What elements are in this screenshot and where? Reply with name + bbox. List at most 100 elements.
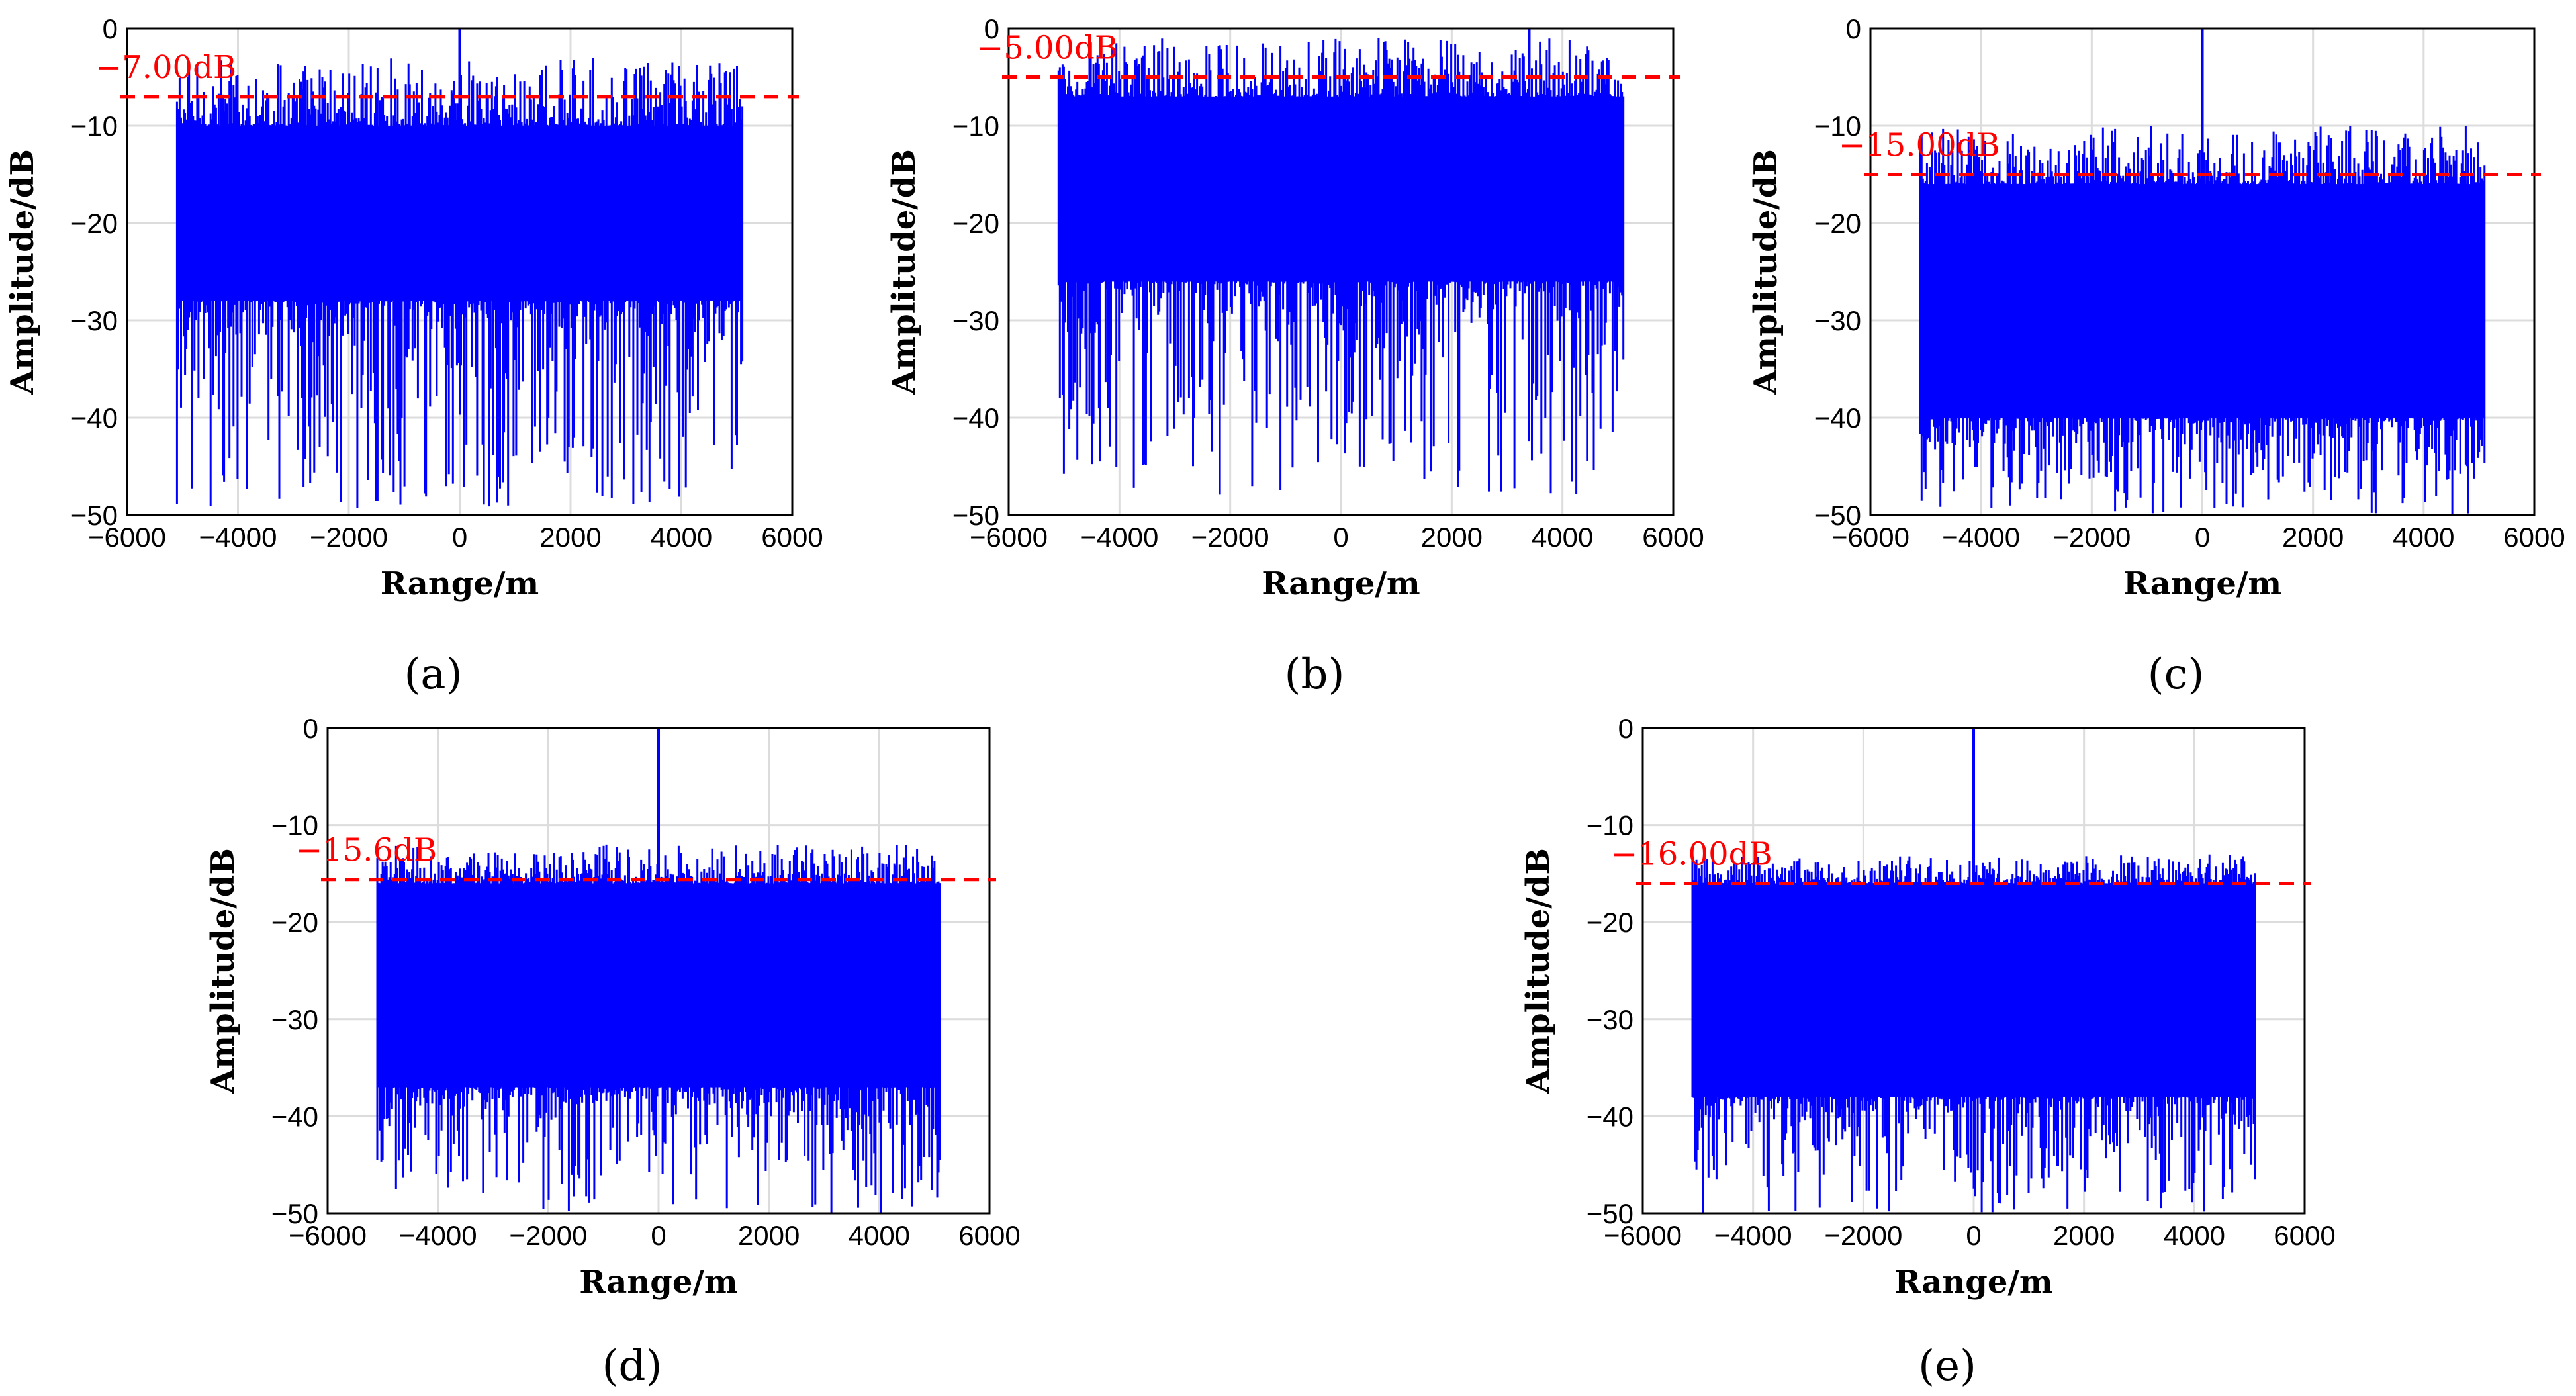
panel-caption: (b) <box>1285 650 1345 699</box>
threshold-label: −5.00dB <box>977 30 1118 67</box>
x-tick-label: 4000 <box>849 1220 910 1251</box>
x-tick-label: 0 <box>1333 522 1348 553</box>
y-axis-label: Amplitude/dB <box>886 149 923 395</box>
x-tick-label: 4000 <box>651 522 712 553</box>
y-tick-label: −20 <box>1587 907 1633 938</box>
y-tick-label: −40 <box>1814 402 1861 434</box>
x-tick-label: −2000 <box>509 1220 587 1251</box>
y-tick-label: −40 <box>1587 1101 1633 1132</box>
y-tick-label: −20 <box>71 208 118 239</box>
y-tick-label: −10 <box>952 111 999 142</box>
x-axis-label: Range/m <box>2123 565 2281 602</box>
x-tick-label: −6000 <box>1831 522 1909 553</box>
x-tick-label: 6000 <box>761 522 823 553</box>
chart-panel-d: −6000 −4000 −2000 0 2000 4000 6000 0 −10 −20 −30 −4… <box>205 713 1021 1391</box>
x-tick-label: 6000 <box>958 1220 1020 1251</box>
x-axis-label: Range/m <box>1262 565 1420 602</box>
y-tick-label: −50 <box>952 500 999 531</box>
y-tick-label: −40 <box>271 1101 318 1132</box>
y-tick-label: −20 <box>271 907 318 938</box>
axes-box <box>126 27 794 516</box>
x-tick-label: 2000 <box>2282 522 2344 553</box>
x-tick-label: −4000 <box>1080 522 1158 553</box>
y-tick-label: −50 <box>1587 1198 1633 1229</box>
x-tick-label: 2000 <box>738 1220 800 1251</box>
x-tick-label: −6000 <box>970 522 1048 553</box>
signal-trace <box>175 58 744 508</box>
y-tick-label: −30 <box>71 305 118 336</box>
y-tick-label: 0 <box>1618 713 1633 744</box>
x-tick-label: 0 <box>452 522 467 553</box>
x-tick-label: −4000 <box>199 522 277 553</box>
x-tick-label: −6000 <box>1604 1220 1682 1251</box>
chart-panel-c: −6000 −4000 −2000 0 2000 4000 6000 0 −10 −20 −30 −4… <box>1747 13 2565 699</box>
x-tick-label: 4000 <box>2393 522 2454 553</box>
axes-box <box>1007 27 1675 516</box>
y-tick-label: 0 <box>984 13 999 44</box>
x-tick-label: 6000 <box>2503 522 2565 553</box>
x-tick-label: −6000 <box>88 522 166 553</box>
y-tick-label: −30 <box>1814 305 1861 336</box>
y-tick-label: −10 <box>1587 810 1633 841</box>
x-tick-label: 0 <box>651 1220 666 1251</box>
y-tick-label: −50 <box>271 1198 318 1229</box>
x-tick-label: −2000 <box>2052 522 2131 553</box>
y-tick-label: −10 <box>271 810 318 841</box>
chart-panel-b: −6000 −4000 −2000 0 2000 4000 6000 0 −10 −20 −30 −4… <box>886 13 1704 699</box>
x-tick-label: 2000 <box>1421 522 1483 553</box>
x-tick-label: −2000 <box>310 522 388 553</box>
y-tick-label: −50 <box>1814 500 1861 531</box>
threshold-label: −16.00dB <box>1611 836 1772 873</box>
x-axis-label: Range/m <box>1894 1264 2052 1301</box>
x-axis-label: Range/m <box>579 1264 737 1301</box>
y-axis-label: Amplitude/dB <box>1747 149 1784 395</box>
threshold-label: −15.00dB <box>1839 127 2000 164</box>
panel-caption: (c) <box>2148 650 2205 699</box>
y-axis-label: Amplitude/dB <box>205 848 242 1094</box>
panel-caption: (e) <box>1918 1342 1976 1391</box>
chart-panel-a: −6000 −4000 −2000 0 2000 4000 6000 0 −10 −20 −30 −4… <box>4 13 823 699</box>
threshold-label: −7.00dB <box>95 49 236 86</box>
signal-trace <box>376 844 941 1213</box>
y-tick-label: −20 <box>1814 208 1861 239</box>
panel-caption: (a) <box>404 650 462 699</box>
x-tick-label: 4000 <box>2164 1220 2225 1251</box>
x-axis-label: Range/m <box>381 565 539 602</box>
axes-box <box>326 727 991 1215</box>
x-tick-label: 6000 <box>1642 522 1704 553</box>
x-tick-label: −2000 <box>1191 522 1269 553</box>
x-tick-label: −4000 <box>1714 1220 1792 1251</box>
threshold-label: −15.6dB <box>296 832 437 869</box>
signal-trace <box>1919 126 2486 514</box>
x-tick-label: 4000 <box>1532 522 1593 553</box>
y-tick-label: −30 <box>952 305 999 336</box>
signal-trace <box>1057 38 1625 495</box>
x-tick-label: 6000 <box>2274 1220 2335 1251</box>
signal-trace <box>1691 854 2256 1213</box>
axes-box <box>1641 727 2306 1215</box>
chart-panel-e: −6000 −4000 −2000 0 2000 4000 6000 0 −10 −20 −30 −4… <box>1520 713 2336 1391</box>
x-tick-label: 2000 <box>539 522 601 553</box>
y-tick-label: −10 <box>1814 111 1861 142</box>
y-tick-label: −40 <box>952 402 999 434</box>
y-tick-label: 0 <box>1846 13 1861 44</box>
x-tick-label: −4000 <box>1942 522 2020 553</box>
y-tick-label: −40 <box>71 402 118 434</box>
y-tick-label: −30 <box>271 1004 318 1035</box>
x-tick-label: −6000 <box>289 1220 367 1251</box>
panel-caption: (d) <box>602 1342 663 1391</box>
x-tick-label: 0 <box>1966 1220 1981 1251</box>
x-tick-label: 0 <box>2195 522 2210 553</box>
y-axis-label: Amplitude/dB <box>1520 848 1557 1094</box>
y-tick-label: −50 <box>71 500 118 531</box>
y-tick-label: 0 <box>103 13 118 44</box>
x-tick-label: 2000 <box>2053 1220 2115 1251</box>
y-tick-label: 0 <box>303 713 318 744</box>
x-tick-label: −2000 <box>1824 1220 1902 1251</box>
x-tick-label: −4000 <box>399 1220 477 1251</box>
y-tick-label: −20 <box>952 208 999 239</box>
y-tick-label: −30 <box>1587 1004 1633 1035</box>
y-axis-label: Amplitude/dB <box>4 149 41 395</box>
axes-box <box>1869 27 2536 516</box>
